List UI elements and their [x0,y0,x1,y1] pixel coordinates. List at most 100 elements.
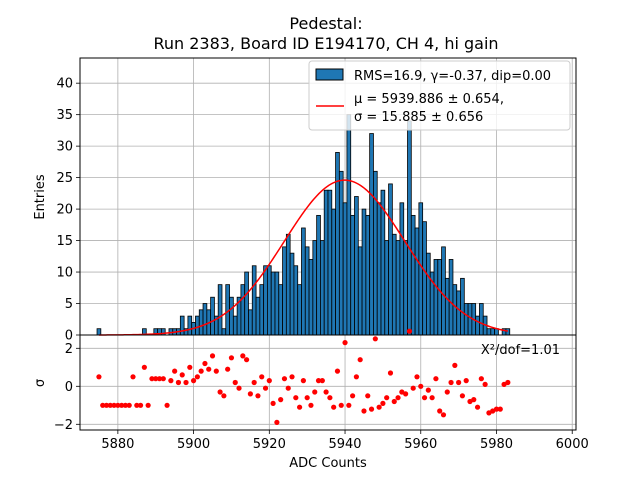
chart-title-line-1: Pedestal: [289,14,362,33]
residual-point [179,372,185,378]
histogram-bar [380,189,386,336]
residual-point [115,402,121,408]
residual-point [505,379,511,386]
residual-point [247,391,253,397]
residual-point [96,374,102,380]
residual-point [251,379,257,386]
histogram-bar [463,303,469,336]
residual-point [103,402,110,408]
histogram-bar [323,189,329,336]
residual-point [153,376,159,382]
residual-point [387,370,394,376]
histogram-y-tick-label: 35 [56,108,73,123]
histogram-bar [479,303,484,336]
residual-point [323,389,329,395]
histogram-y-tick-label: 40 [56,77,73,92]
x-tick-label: 6000 [556,437,589,452]
residual-point [107,402,113,408]
legend-fit-label-line-2: σ = 15.885 ± 0.656 [354,110,483,125]
residual-point [119,402,125,408]
histogram-bar [414,227,420,336]
residual-point [190,378,197,384]
residual-point [493,406,500,412]
histogram-bar [486,328,492,336]
residual-point [213,368,219,374]
legend: RMS=16.9, γ=-0.37, dip=0.00 μ = 5939.886… [308,60,571,131]
x-tick-label: 5960 [404,437,437,452]
histogram-bar [475,315,480,336]
histogram-bar [437,259,442,336]
histogram-bar [210,296,215,336]
histogram-bar [361,208,367,336]
residual-point [474,404,481,410]
residual-point [425,387,431,393]
residual-point [297,404,303,410]
legend-fit-label-line-1: μ = 5939.886 ± 0.654, [354,92,504,107]
residual-point [236,385,242,391]
residual-point [304,395,310,401]
histogram-bar [338,170,344,336]
residual-y-tick-label: 0 [65,380,73,395]
residual-point [285,385,291,391]
histogram-bar [198,309,204,336]
residual-point [141,364,147,370]
histogram-bar [293,265,299,336]
residual-point [225,366,231,372]
residual-x-ticks: 5880 5900 5920 5940 5960 5980 6000 [101,430,589,452]
histogram-bar [373,170,378,336]
histogram-bar [391,233,397,336]
residual-point [259,374,265,380]
histogram-bar [187,315,193,336]
histogram-y-tick-label: 0 [65,329,73,344]
legend-histogram-swatch [315,68,344,81]
residual-point [319,378,325,384]
residual-point [418,383,424,389]
histogram-bar [244,271,249,336]
residual-point [478,376,484,382]
residual-point [391,398,397,405]
histogram-bar [335,152,340,336]
residual-point [357,357,363,363]
residual-point [338,402,344,408]
histogram-bar [320,240,325,336]
x-axis-label: ADC Counts [289,456,367,471]
residual-point [194,374,200,380]
residual-point [471,397,477,403]
residual-point [421,395,428,401]
residual-point [209,353,216,359]
gaussian-fit-curve [98,179,508,336]
residual-y-ticks: −2 0 2 [54,342,80,433]
histogram-bar [467,303,473,336]
histogram-bar [331,208,336,336]
residual-points [96,328,511,425]
residual-point [406,328,413,334]
residual-point [255,393,261,399]
residual-point [278,397,284,403]
histogram-bar [388,183,393,336]
residual-point [365,393,371,399]
histogram-bar [297,284,302,336]
x-tick-label: 5940 [328,437,361,452]
histogram-bar [263,265,268,336]
residual-point [293,395,299,401]
residual-point [448,379,454,386]
histogram-bar [490,328,495,336]
histogram-bar [422,221,427,336]
histogram-bar [304,246,310,336]
residual-point [289,374,295,380]
histogram-bar [407,120,412,336]
histogram-bar [448,259,454,336]
histogram-bars [96,114,511,336]
histogram-bar [365,214,371,336]
histogram-panel: 0 5 10 15 20 25 30 35 40 Entries [33,57,577,344]
residual-point [100,402,106,408]
histogram-bar [426,252,431,336]
x-tick-label: 5980 [480,437,513,452]
histogram-bar [278,284,283,336]
residual-point [380,400,386,406]
residual-point [137,402,144,408]
residual-point [221,393,227,399]
histogram-y-tick-label: 30 [56,140,73,155]
histogram-bar [274,271,280,336]
histogram-y-ticks: 0 5 10 15 20 25 30 35 40 [56,77,80,344]
